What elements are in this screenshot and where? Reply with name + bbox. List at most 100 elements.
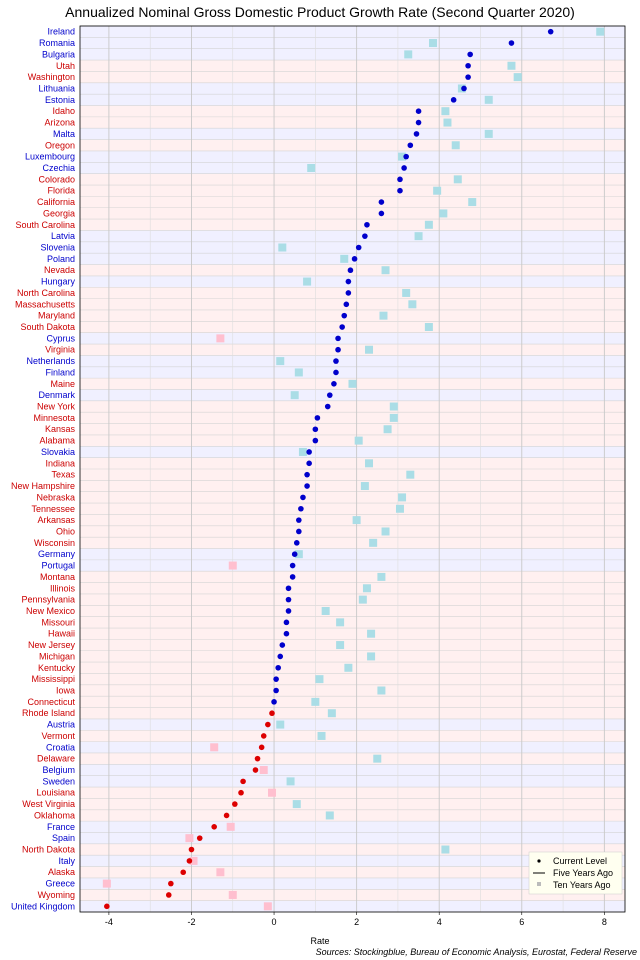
current-level-point [465,62,471,69]
row-band [80,593,625,606]
current-level-point [293,540,300,546]
ten-years-ago-marker [484,95,493,104]
current-level-point [341,312,348,319]
row-label: Croatia [46,742,75,752]
ten-years-ago-marker [228,890,237,899]
ten-years-ago-marker [369,538,378,547]
row-band [80,832,625,844]
current-level-point [258,744,265,751]
current-level-point [339,324,345,330]
row-band [80,82,625,95]
row-label: Romania [39,38,75,48]
row-band [80,855,625,867]
ten-years-ago-marker [311,697,320,706]
ten-years-ago-marker [216,868,225,877]
row-band [80,809,625,822]
row-label: Greece [45,879,75,889]
row-label: Georgia [43,208,75,218]
legend-entry: Current Level [553,856,607,866]
current-level-point [271,699,277,705]
row-label: Missouri [41,617,75,627]
current-level-point [180,869,187,876]
row-label: Latvia [51,231,75,241]
current-level-point [335,335,341,342]
current-level-point [407,142,414,149]
ten-years-ago-marker [414,232,423,241]
ten-years-ago-marker [507,61,516,70]
ten-years-ago-marker [185,834,194,843]
x-tick-label: 6 [519,917,524,927]
current-level-point [296,528,302,535]
row-band [80,139,625,151]
row-label: Netherlands [26,356,75,366]
row-band [80,366,625,379]
ten-years-ago-marker [453,175,462,184]
row-band [80,469,625,481]
row-band [80,605,625,617]
row-label: Finland [45,367,75,377]
current-level-point [306,460,312,467]
row-label: Ohio [56,526,75,536]
row-label: Louisiana [36,788,75,798]
current-level-point [413,131,420,137]
row-band [80,684,625,697]
row-label: Denmark [38,390,75,400]
row-band [80,889,625,901]
plot-frame [79,25,626,913]
ten-years-ago-marker [336,641,345,650]
row-band [80,219,625,231]
current-level-point [333,358,339,364]
current-level-point [196,835,203,841]
row-band [80,775,625,788]
ten-years-ago-marker [325,811,334,820]
ten-years-ago-marker [226,822,235,831]
row-band [80,650,625,663]
ten-years-ago-marker [228,561,237,570]
current-level-point [304,483,310,489]
ten-years-ago-marker [484,129,493,138]
current-level-point [289,574,296,580]
ten-years-ago-marker [307,163,316,172]
current-level-point [312,437,319,444]
row-band [80,287,625,299]
ten-years-ago-marker [424,323,433,332]
row-label: Idaho [52,106,75,116]
ten-years-ago-marker [259,766,268,775]
legend-current-symbol [537,859,541,863]
current-level-point [351,256,358,262]
ten-years-ago-marker [344,663,353,672]
ten-years-ago-marker [367,629,376,638]
row-label: Slovenia [40,243,75,253]
row-label: Connecticut [27,697,75,707]
row-label: Indiana [45,458,75,468]
legend-entry: Ten Years Ago [553,880,611,890]
ten-years-ago-marker [373,754,382,763]
row-band [80,548,625,560]
current-level-point [269,710,275,717]
row-label: California [37,197,75,207]
current-level-point [252,767,259,773]
row-band [80,537,625,549]
current-level-point [232,801,238,807]
row-band [80,764,625,776]
current-level-point [347,267,354,274]
ten-years-ago-marker [398,152,407,161]
ten-years-ago-marker [433,186,442,195]
ten-years-ago-marker [441,845,450,854]
current-level-point [314,415,321,421]
row-label: France [47,822,75,832]
current-level-point [279,642,286,648]
row-band [80,344,625,356]
row-band [80,787,625,799]
current-level-point [450,97,457,103]
row-band [80,241,625,254]
ten-years-ago-marker [395,504,404,513]
row-band [80,26,625,38]
ten-years-ago-marker [340,254,349,263]
current-level-point [104,903,110,910]
row-label: Maryland [38,311,75,321]
ten-years-ago-marker [278,243,287,252]
ten-years-ago-marker [381,266,390,275]
ten-years-ago-marker [102,879,111,888]
row-band [80,571,625,583]
